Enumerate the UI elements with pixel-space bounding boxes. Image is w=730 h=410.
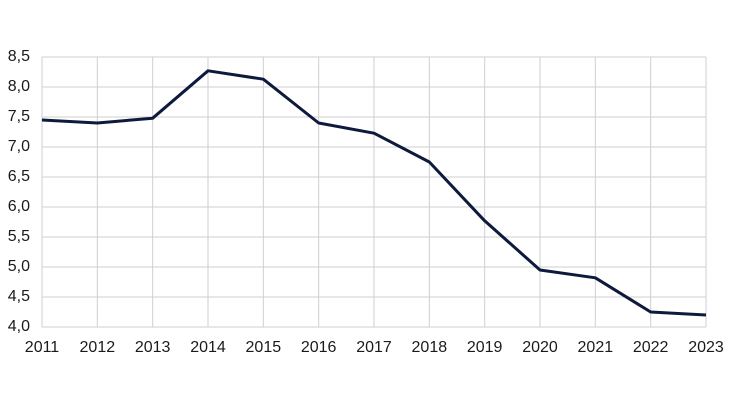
- x-tick-label: 2020: [522, 339, 558, 356]
- x-tick-label: 2022: [633, 339, 669, 356]
- x-tick-label: 2011: [25, 339, 60, 356]
- x-tick-label: 2012: [80, 339, 116, 356]
- y-tick-label: 4,0: [8, 318, 30, 335]
- y-tick-label: 6,0: [8, 198, 30, 215]
- y-tick-label: 8,0: [8, 78, 30, 95]
- y-tick-label: 5,5: [8, 228, 30, 245]
- y-tick-label: 7,0: [8, 138, 30, 155]
- x-tick-label: 2018: [412, 339, 448, 356]
- x-tick-label: 2021: [578, 339, 614, 356]
- y-tick-label: 8,5: [8, 48, 30, 65]
- x-tick-label: 2017: [356, 339, 392, 356]
- x-tick-label: 2013: [135, 339, 171, 356]
- data-line: [41, 69, 707, 317]
- y-tick-label: 4,5: [8, 288, 30, 305]
- y-tick-label: 6,5: [8, 168, 30, 185]
- x-tick-label: 2014: [190, 339, 226, 356]
- y-tick-label: 5,0: [8, 258, 30, 275]
- x-tick-label: 2015: [246, 339, 282, 356]
- x-tick-label: 2019: [467, 339, 503, 356]
- x-tick-label: 2023: [688, 339, 724, 356]
- x-tick-label: 2016: [301, 339, 337, 356]
- y-tick-label: 7,5: [8, 108, 30, 125]
